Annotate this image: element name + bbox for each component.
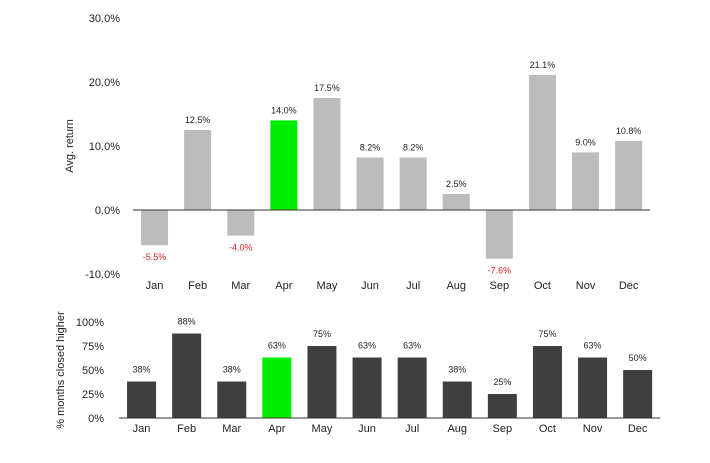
bar-jul bbox=[397, 357, 427, 418]
bar-feb bbox=[184, 130, 212, 210]
data-label-nov: 63% bbox=[584, 341, 602, 351]
data-label-sep: 25% bbox=[493, 377, 511, 387]
x-tick-nov: Nov bbox=[583, 423, 603, 435]
data-label-feb: 88% bbox=[178, 317, 196, 327]
bar-may bbox=[307, 346, 337, 418]
bar-jan bbox=[141, 210, 169, 246]
data-label-apr: 14.0% bbox=[271, 105, 297, 115]
data-label-oct: 21.1% bbox=[530, 60, 556, 70]
x-tick-jul: Jul bbox=[406, 280, 420, 292]
data-label-dec: 10.8% bbox=[616, 126, 642, 136]
avg-return-y-tick-label: 0.0% bbox=[95, 205, 120, 217]
avg-return-axis-label: Avg. return bbox=[64, 119, 76, 173]
x-tick-dec: Dec bbox=[628, 423, 648, 435]
bar-dec bbox=[615, 140, 643, 210]
x-tick-oct: Oct bbox=[534, 280, 551, 292]
data-label-may: 75% bbox=[313, 329, 331, 339]
x-tick-jun: Jun bbox=[361, 280, 379, 292]
avg-return-data-labels: -5.5% 12.5% -4.0% 14.0% 17.5% 8.2% 8.2% 2.5% -7.… bbox=[143, 60, 642, 276]
data-label-sep: -7.6% bbox=[488, 266, 512, 276]
x-tick-dec: Dec bbox=[619, 280, 639, 292]
x-tick-aug: Aug bbox=[446, 280, 466, 292]
x-tick-oct: Oct bbox=[539, 423, 556, 435]
data-label-dec: 50% bbox=[629, 353, 647, 363]
bar-nov bbox=[572, 152, 600, 210]
x-tick-sep: Sep bbox=[493, 423, 513, 435]
months-higher-y-ticks: 100% 75% 50% 25% 0% bbox=[76, 317, 104, 425]
bar-mar bbox=[217, 381, 247, 418]
x-tick-aug: Aug bbox=[447, 423, 467, 435]
data-label-aug: 38% bbox=[448, 365, 466, 375]
bar-apr bbox=[262, 357, 292, 418]
x-tick-apr: Apr bbox=[268, 423, 285, 435]
avg-return-x-ticks: Jan Feb Mar Apr May Jun Jul Aug Sep Oct Nov Dec bbox=[146, 280, 639, 292]
data-label-nov: 9.0% bbox=[575, 137, 596, 147]
bar-jul bbox=[399, 157, 427, 210]
data-label-aug: 2.5% bbox=[446, 179, 467, 189]
x-tick-sep: Sep bbox=[490, 280, 510, 292]
avg-return-y-tick-label: 30.0% bbox=[89, 13, 120, 25]
data-label-jan: 38% bbox=[133, 365, 151, 375]
bar-aug bbox=[442, 381, 472, 418]
x-tick-feb: Feb bbox=[188, 280, 207, 292]
data-label-jul: 8.2% bbox=[403, 143, 424, 153]
bar-jun bbox=[356, 157, 384, 210]
bar-jan bbox=[127, 381, 157, 418]
x-tick-mar: Mar bbox=[231, 280, 250, 292]
bar-may bbox=[313, 98, 341, 210]
months-higher-axis-label: % months closed higher bbox=[55, 311, 67, 429]
avg-return-y-tick-label: 10.0% bbox=[89, 141, 120, 153]
avg-return-y-tick-label: 20.0% bbox=[89, 77, 120, 89]
data-label-feb: 12.5% bbox=[185, 115, 211, 125]
x-tick-apr: Apr bbox=[275, 280, 292, 292]
months-higher-y-tick-label: 0% bbox=[88, 413, 104, 425]
months-higher-chart: % months closed higher 100% 75% 50% 25% 0% 3… bbox=[55, 311, 661, 435]
months-higher-y-tick-label: 75% bbox=[82, 341, 104, 353]
bar-oct bbox=[532, 346, 562, 418]
avg-return-y-ticks: 30.0% 20.0% 10.0% 0.0% -10.0% bbox=[85, 13, 120, 281]
x-tick-mar: Mar bbox=[222, 423, 241, 435]
bar-mar bbox=[227, 210, 255, 236]
bar-sep bbox=[487, 394, 517, 418]
x-tick-may: May bbox=[312, 423, 333, 435]
avg-return-bars bbox=[141, 74, 643, 259]
data-label-mar: -4.0% bbox=[229, 243, 253, 253]
data-label-apr: 63% bbox=[268, 341, 286, 351]
x-tick-jan: Jan bbox=[133, 423, 151, 435]
data-label-may: 17.5% bbox=[314, 83, 340, 93]
data-label-jul: 63% bbox=[403, 341, 421, 351]
data-label-jun: 63% bbox=[358, 341, 376, 351]
avg-return-chart: Avg. return 30.0% 20.0% 10.0% 0.0% -10.0% -5… bbox=[64, 13, 651, 292]
months-higher-y-tick-label: 50% bbox=[82, 365, 104, 377]
bar-nov bbox=[578, 357, 608, 418]
bar-feb bbox=[172, 333, 202, 418]
bar-sep bbox=[485, 210, 513, 259]
months-higher-data-labels: 38% 88% 38% 63% 75% 63% 63% 38% 25% 75% 63% 50% bbox=[133, 317, 647, 387]
data-label-oct: 75% bbox=[538, 329, 556, 339]
x-tick-may: May bbox=[317, 280, 338, 292]
bar-aug bbox=[442, 194, 470, 210]
months-higher-bars bbox=[127, 333, 653, 418]
x-tick-jul: Jul bbox=[405, 423, 419, 435]
x-tick-feb: Feb bbox=[177, 423, 196, 435]
data-label-mar: 38% bbox=[223, 365, 241, 375]
avg-return-y-tick-label: -10.0% bbox=[85, 269, 120, 281]
data-label-jun: 8.2% bbox=[360, 143, 381, 153]
x-tick-nov: Nov bbox=[576, 280, 596, 292]
months-higher-y-tick-label: 100% bbox=[76, 317, 104, 329]
bar-dec bbox=[623, 370, 653, 418]
months-higher-y-tick-label: 25% bbox=[82, 389, 104, 401]
data-label-jan: -5.5% bbox=[143, 252, 167, 262]
x-tick-jun: Jun bbox=[358, 423, 376, 435]
x-tick-jan: Jan bbox=[146, 280, 164, 292]
months-higher-x-ticks: Jan Feb Mar Apr May Jun Jul Aug Sep Oct Nov Dec bbox=[133, 423, 648, 435]
bar-apr bbox=[270, 120, 298, 210]
bar-oct bbox=[528, 74, 556, 211]
bar-jun bbox=[352, 357, 382, 418]
